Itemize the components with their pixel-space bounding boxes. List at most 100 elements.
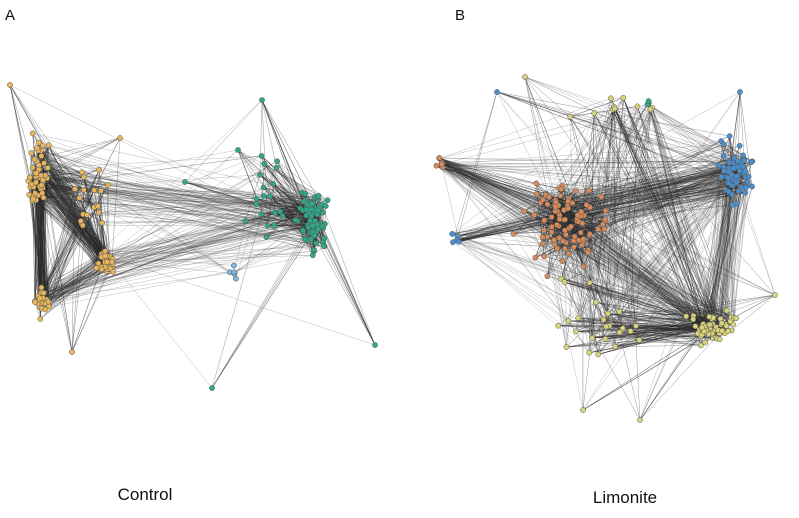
panel-b-node bbox=[580, 236, 587, 242]
panel-b-edge bbox=[588, 190, 703, 326]
panel-b-edge bbox=[569, 116, 573, 203]
panel-b-edge bbox=[610, 98, 737, 319]
panel-b-edge bbox=[524, 76, 734, 181]
panel-a-node bbox=[320, 243, 327, 250]
panel-a-node bbox=[95, 209, 102, 216]
panel-a-node bbox=[271, 222, 278, 229]
panel-b-edge bbox=[547, 275, 734, 319]
panel-b-edge bbox=[651, 107, 700, 330]
panel-a-edge bbox=[101, 222, 317, 257]
panel-b-edge bbox=[726, 171, 731, 326]
panel-a-edge bbox=[79, 197, 324, 247]
panel-b-edge bbox=[570, 116, 746, 193]
panel-b-edge bbox=[562, 261, 620, 312]
panel-b-node bbox=[570, 244, 577, 250]
panel-b-edge bbox=[566, 182, 737, 348]
panel-a-edge bbox=[29, 152, 32, 178]
panel-b-edge bbox=[623, 97, 722, 331]
panel-a-edge bbox=[110, 241, 324, 270]
panel-a-edge bbox=[101, 214, 262, 268]
panel-a-edge bbox=[32, 198, 36, 302]
panel-b-node bbox=[544, 273, 551, 280]
panel-b-edge bbox=[457, 235, 569, 322]
panel-b-node bbox=[620, 94, 627, 101]
panel-b-edge bbox=[441, 162, 459, 237]
panel-b-node bbox=[601, 226, 608, 232]
panel-a-node bbox=[32, 190, 39, 197]
panel-b-edge bbox=[441, 160, 745, 165]
panel-b-edge bbox=[647, 104, 735, 159]
panel-b-node bbox=[557, 192, 564, 199]
panel-b-node bbox=[604, 310, 611, 317]
panel-b-node bbox=[690, 316, 697, 323]
panel-a-node bbox=[253, 195, 260, 202]
panel-a-node bbox=[372, 342, 378, 348]
panel-b-edge bbox=[578, 176, 728, 319]
panel-a-node bbox=[279, 213, 286, 219]
panel-b-edge bbox=[619, 332, 641, 421]
panel-a-edge bbox=[111, 137, 121, 262]
panel-b-edge bbox=[547, 165, 736, 205]
panel-b-edge bbox=[623, 97, 723, 331]
panel-a-node bbox=[38, 153, 45, 159]
panel-a-node bbox=[313, 240, 319, 247]
panel-a-edge bbox=[261, 155, 306, 194]
panel-b-edge bbox=[647, 104, 726, 334]
panel-b-node bbox=[540, 197, 546, 203]
panel-b-node bbox=[600, 316, 607, 323]
panel-a-edge bbox=[44, 208, 301, 303]
panel-a-edge bbox=[259, 99, 263, 175]
panel-a-edge bbox=[98, 212, 324, 243]
panel-a-edge bbox=[42, 185, 311, 220]
panel-a-edge bbox=[42, 185, 50, 307]
panel-a-edge bbox=[48, 169, 100, 307]
panel-b-edge bbox=[715, 171, 746, 328]
panel-a-edge bbox=[106, 184, 109, 258]
panel-b-edge bbox=[708, 171, 729, 317]
panel-b-edge bbox=[589, 282, 694, 317]
panel-b-edge bbox=[568, 165, 737, 199]
panel-b-edge bbox=[582, 165, 737, 411]
panel-a-node bbox=[303, 206, 310, 213]
panel-b-edge bbox=[556, 157, 735, 203]
panel-a-edge bbox=[184, 181, 257, 205]
panel-b-edge bbox=[588, 249, 737, 319]
panel-b-edge bbox=[564, 281, 702, 328]
panel-b-node bbox=[742, 184, 749, 191]
panel-a-edge bbox=[105, 224, 312, 265]
panel-b-edge bbox=[648, 101, 722, 331]
panel-a-node bbox=[98, 266, 105, 273]
panel-b-edge bbox=[457, 194, 733, 241]
panel-b-edge bbox=[639, 330, 723, 421]
panel-b-node bbox=[556, 235, 563, 241]
panel-a-edge bbox=[36, 172, 324, 243]
panel-b-edge bbox=[594, 113, 717, 328]
panel-b-node bbox=[723, 323, 730, 329]
panel-a-edge bbox=[83, 189, 311, 203]
panel-b-edge bbox=[592, 326, 704, 339]
panel-b-edge bbox=[568, 171, 729, 199]
panel-b-edge bbox=[542, 113, 595, 201]
panel-b-node bbox=[699, 324, 705, 331]
panel-b-edge bbox=[569, 227, 711, 329]
panel-b-node bbox=[772, 292, 778, 298]
panel-b-node bbox=[586, 349, 593, 356]
panel-b-edge bbox=[731, 294, 776, 331]
panel-b-edge bbox=[591, 170, 725, 339]
panel-a-edge bbox=[263, 187, 319, 200]
panel-a-node bbox=[96, 166, 102, 173]
panel-b-edge bbox=[580, 232, 694, 317]
panel-a-edge bbox=[47, 177, 319, 211]
panel-b-edge bbox=[573, 240, 717, 328]
panel-b-node bbox=[726, 133, 733, 139]
panel-b-edge bbox=[612, 109, 702, 346]
panel-b-edge bbox=[639, 187, 746, 341]
panel-a-edge bbox=[101, 226, 310, 258]
panel-b-node bbox=[734, 158, 741, 164]
panel-b-edge bbox=[601, 196, 716, 338]
panel-a-edge bbox=[41, 167, 277, 292]
panel-a-edge bbox=[34, 220, 316, 303]
panel-b-edge bbox=[559, 187, 742, 239]
panel-a-edge bbox=[109, 245, 325, 257]
panel-b-edge bbox=[607, 313, 631, 332]
